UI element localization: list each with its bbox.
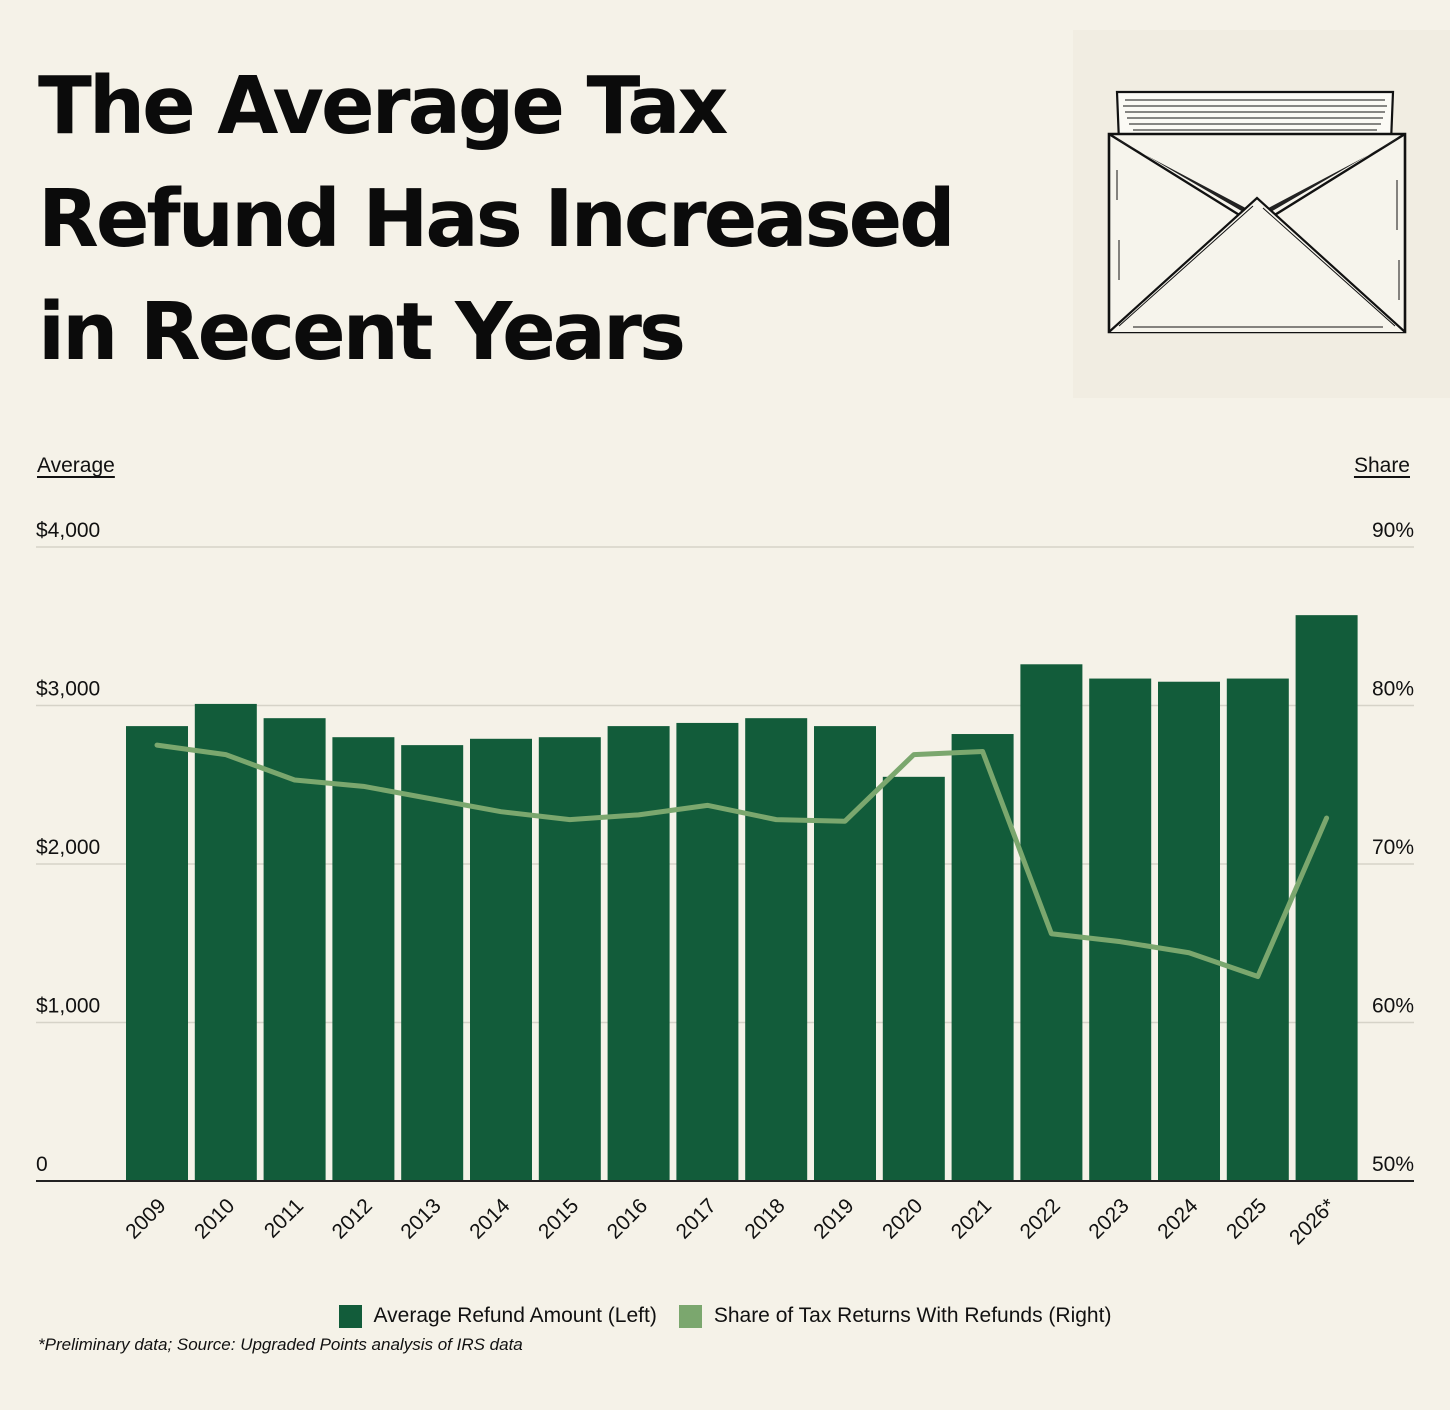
x-tick-label: 2014 [465,1194,515,1244]
x-tick-label: 2020 [878,1194,927,1243]
bar [951,734,1014,1181]
left-tick-label: $2,000 [36,836,100,859]
bar [1295,615,1358,1181]
right-tick-label: 50% [1372,1153,1414,1176]
x-tick-label: 2013 [396,1194,445,1243]
x-tick-label: 2012 [328,1194,377,1243]
x-tick-label: 2017 [672,1194,721,1243]
x-tick-label: 2015 [534,1194,583,1243]
x-tick-label: 2021 [947,1194,996,1243]
footnote: *Preliminary data; Source: Upgraded Poin… [38,1335,523,1354]
x-tick-label: 2009 [121,1194,170,1243]
left-tick-label: 0 [36,1153,48,1176]
bar [1158,681,1220,1181]
left-tick-label: $4,000 [36,519,100,542]
legend: Average Refund Amount (Left) Share of Ta… [0,1304,1450,1328]
left-tick-label: $1,000 [36,995,100,1018]
x-tick-label: 2011 [260,1194,308,1242]
right-axis-label: Share [1353,454,1410,477]
x-tick-label: 2026* [1285,1194,1340,1249]
right-tick-label: 70% [1372,836,1414,859]
chart-area: 0 $1,000 $2,000 $3,000 $4,000 50% 60% 70% 80% 90%… [36,519,1414,1249]
legend-label-bar: Average Refund Amount (Left) [373,1304,657,1327]
bar [1089,678,1152,1181]
chart-title: The Average Tax Refund Has Increased in … [38,60,956,378]
bar [1020,664,1083,1181]
bar [676,722,739,1181]
bar [332,737,395,1181]
left-tick-label: $3,000 [36,678,100,701]
bar [538,737,601,1181]
x-tick-label: 2018 [740,1194,789,1243]
x-tick-label: 2025 [1222,1194,1271,1243]
x-tick-label: 2022 [1016,1194,1065,1243]
envelope-illustration [1073,30,1450,398]
legend-item-bar: Average Refund Amount (Left) [338,1304,657,1328]
bar [263,718,326,1181]
legend-swatch-bar [338,1304,362,1328]
right-tick-label: 60% [1372,995,1414,1018]
right-tick-label: 80% [1372,678,1414,701]
bar [882,776,945,1181]
bar [194,703,257,1181]
x-tick-label: 2023 [1084,1194,1133,1243]
left-axis-label: Average [37,454,115,477]
x-tick-label: 2016 [603,1194,652,1243]
legend-swatch-line [678,1304,702,1328]
bar [126,726,188,1181]
bar [401,745,464,1181]
x-tick-label: 2024 [1153,1194,1203,1244]
bar [470,738,532,1181]
x-tick-label: 2019 [809,1194,858,1243]
right-tick-label: 90% [1372,519,1414,542]
legend-label-line: Share of Tax Returns With Refunds (Right… [713,1304,1112,1327]
bar [745,718,808,1181]
bar [814,726,876,1181]
x-tick-label: 2010 [190,1194,239,1243]
share-line [154,742,1330,980]
envelope-icon [1107,90,1407,334]
bar [607,726,670,1181]
legend-item-line: Share of Tax Returns With Refunds (Right… [678,1304,1112,1328]
